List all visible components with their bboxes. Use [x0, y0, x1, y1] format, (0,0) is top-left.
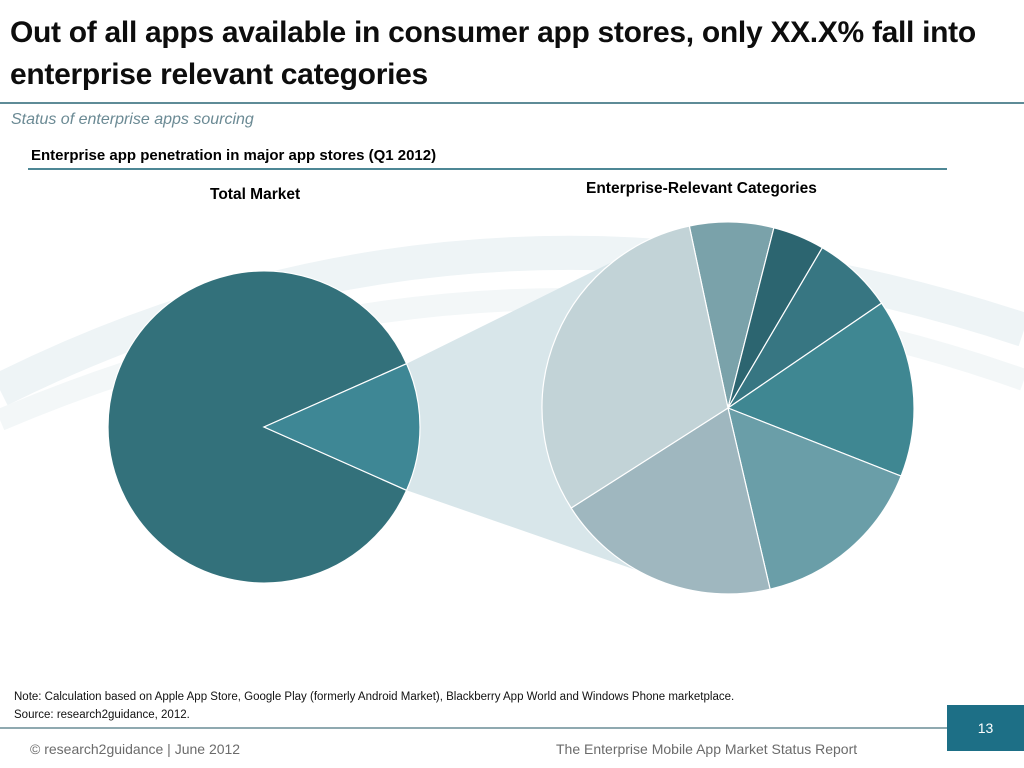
total-market-slice-1	[107, 270, 408, 584]
note-text: Note: Calculation based on Apple App Sto…	[14, 691, 735, 703]
enterprise-slice-7	[541, 225, 729, 509]
enterprise-slice-5	[727, 407, 902, 590]
total-market-pie	[107, 270, 421, 584]
enterprise-slice-4	[726, 302, 915, 477]
total-market-slice-2	[262, 362, 421, 492]
slide-subtitle: Status of enterprise apps sourcing	[11, 111, 254, 128]
source-text: Source: research2guidance, 2012.	[14, 709, 190, 721]
page-number: 13	[947, 705, 1024, 751]
enterprise-slice-6	[570, 407, 771, 595]
footer-copyright: © research2guidance | June 2012	[30, 741, 241, 757]
footnote: Note: Calculation based on Apple App Sto…	[14, 688, 734, 724]
chart-heading: Enterprise app penetration in major app …	[31, 147, 437, 164]
footer-divider	[0, 727, 1024, 729]
total-market-pie-title: Total Market	[210, 186, 301, 203]
enterprise-pie-title: Enterprise-Relevant Categories	[586, 180, 817, 197]
footer-report-title: The Enterprise Mobile App Market Status …	[556, 741, 858, 757]
slide-title: Out of all apps available in consumer ap…	[10, 16, 976, 91]
chart-heading-divider	[28, 168, 947, 170]
title-divider	[0, 102, 1024, 104]
page-number-text: 13	[977, 720, 994, 736]
enterprise-relevant-pie	[541, 221, 915, 595]
